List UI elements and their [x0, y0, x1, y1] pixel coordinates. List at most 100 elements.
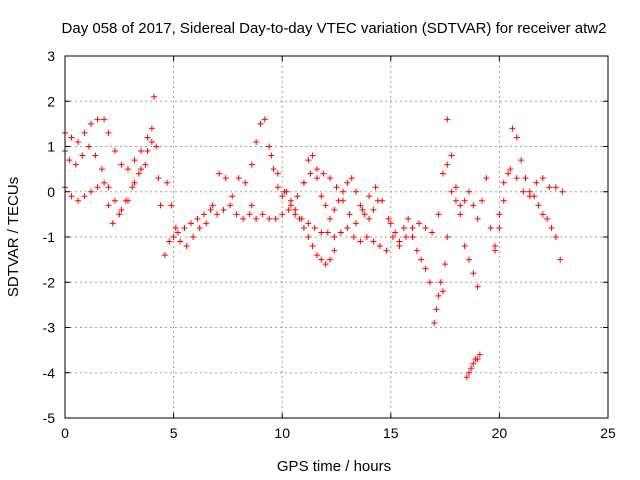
data-point — [333, 184, 340, 191]
data-point — [496, 224, 503, 231]
data-point — [266, 143, 273, 150]
data-point — [465, 256, 472, 263]
data-point — [187, 220, 194, 227]
data-point — [220, 206, 227, 213]
data-point — [201, 211, 208, 218]
data-point — [157, 202, 164, 209]
data-point — [366, 215, 373, 222]
data-point — [552, 234, 559, 240]
data-point — [513, 175, 520, 182]
data-point — [487, 224, 494, 231]
data-point — [385, 215, 392, 222]
data-point — [111, 148, 118, 155]
data-point — [461, 197, 468, 204]
data-point — [313, 175, 320, 182]
data-point — [209, 202, 216, 209]
data-point — [131, 157, 138, 164]
data-point — [535, 202, 542, 209]
data-point — [539, 211, 546, 218]
data-point — [344, 179, 351, 186]
data-point — [448, 188, 455, 195]
data-point — [474, 215, 481, 222]
data-point — [348, 175, 355, 182]
data-point — [433, 306, 440, 313]
series-track-g — [268, 152, 381, 222]
data-point — [181, 224, 188, 231]
data-point — [268, 152, 275, 159]
data-point — [457, 202, 464, 209]
x-tick-label: 25 — [600, 425, 616, 441]
chart-title: Day 058 of 2017, Sidereal Day-to-day VTE… — [62, 20, 607, 37]
series-track-f — [248, 116, 338, 268]
data-point — [389, 234, 396, 240]
data-point — [313, 252, 320, 259]
data-point — [292, 206, 299, 213]
y-tick-label: -1 — [43, 229, 56, 245]
x-tick-label: 15 — [383, 425, 399, 441]
data-point — [222, 175, 229, 182]
data-point — [513, 134, 520, 141]
tick-layer: 0 5 10 15 20 25 -5 -4 -3 -2 -1 0 1 2 3 — [43, 48, 616, 441]
data-point — [326, 256, 333, 263]
data-point — [350, 234, 357, 240]
data-point — [533, 179, 540, 186]
data-point — [500, 179, 507, 186]
series-track-c — [62, 161, 149, 227]
data-point — [309, 243, 316, 250]
x-tick-label: 5 — [170, 425, 178, 441]
data-point — [474, 283, 481, 290]
data-point — [370, 238, 377, 245]
data-point — [470, 202, 477, 209]
data-point — [318, 229, 325, 236]
series-track-d — [161, 202, 390, 259]
data-point — [409, 234, 416, 240]
data-point — [353, 188, 360, 195]
data-point — [246, 211, 253, 218]
data-point — [422, 265, 429, 272]
x-axis-label: GPS time / hours — [277, 458, 391, 475]
data-point — [437, 279, 444, 286]
data-point — [520, 188, 527, 195]
data-point — [66, 157, 73, 164]
y-tick-label: -3 — [43, 320, 56, 336]
data-point — [300, 224, 307, 231]
data-point — [344, 224, 351, 231]
data-point — [248, 202, 255, 209]
data-point — [539, 175, 546, 182]
data-point — [233, 211, 240, 218]
data-point — [442, 261, 449, 268]
data-point — [405, 215, 412, 222]
data-point — [138, 166, 145, 173]
data-point — [142, 161, 149, 168]
data-point — [79, 152, 86, 159]
data-point — [88, 120, 95, 127]
data-point — [396, 243, 403, 250]
data-point — [194, 215, 201, 222]
x-tick-label: 20 — [492, 425, 508, 441]
data-point — [426, 279, 433, 286]
data-point — [318, 193, 325, 200]
data-point — [500, 197, 507, 204]
data-point — [148, 125, 155, 132]
data-point — [363, 234, 370, 240]
x-tick-label: 10 — [274, 425, 290, 441]
data-point — [483, 175, 490, 182]
data-point — [300, 179, 307, 186]
series-track-m — [492, 125, 564, 263]
data-point — [353, 220, 360, 227]
series-track-n — [500, 166, 566, 200]
data-point — [492, 247, 499, 254]
data-point — [439, 288, 446, 295]
data-point — [548, 224, 555, 231]
data-point — [429, 229, 436, 236]
data-point — [322, 261, 329, 268]
data-point — [68, 134, 75, 141]
data-point — [305, 157, 312, 164]
data-point — [170, 234, 177, 240]
data-point — [272, 215, 279, 222]
data-point — [274, 170, 281, 177]
data-point — [259, 211, 266, 218]
data-point — [326, 175, 333, 182]
data-point — [172, 224, 179, 231]
data-point — [168, 202, 175, 209]
